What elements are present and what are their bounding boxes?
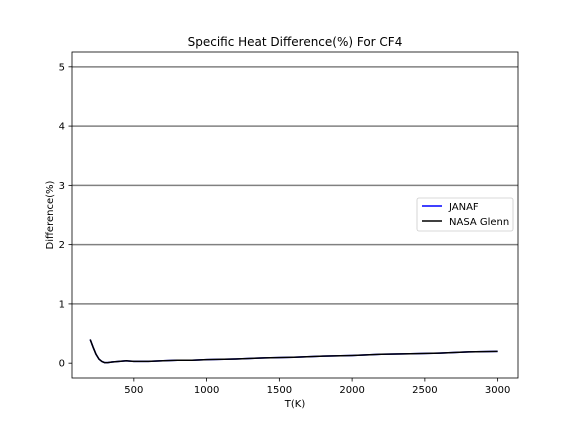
x-tick-label-2000: 2000 [339, 385, 364, 396]
y-tick-label-4: 4 [59, 122, 65, 133]
x-tick-label-2500: 2500 [412, 385, 437, 396]
x-tick-label-500: 500 [124, 385, 143, 396]
series-line-nasa-glenn [89, 339, 498, 364]
x-axis-label: T(K) [284, 399, 306, 410]
legend-label-janaf: JANAF [448, 202, 479, 213]
y-tick-label-5: 5 [59, 62, 65, 73]
x-tick-label-1500: 1500 [267, 385, 292, 396]
x-tick-label-3000: 3000 [485, 385, 510, 396]
y-tick-label-2: 2 [59, 240, 65, 251]
legend: JANAF NASA Glenn [416, 197, 514, 232]
grid-lines [72, 66, 518, 305]
chart-title: Specific Heat Difference(%) For CF4 [188, 35, 403, 49]
y-tick-label-1: 1 [59, 299, 65, 310]
axis-ticks: 500 1000 1500 2000 2500 3000 0 1 2 3 4 5 [59, 62, 511, 396]
legend-label-nasa-glenn: NASA Glenn [449, 217, 509, 228]
series-lines [89, 339, 498, 364]
y-axis-label: Difference(%) [45, 180, 56, 249]
plot-frame [71, 51, 519, 379]
y-tick-label-3: 3 [59, 181, 65, 192]
x-tick-label-1000: 1000 [194, 385, 219, 396]
y-tick-label-0: 0 [59, 359, 65, 370]
